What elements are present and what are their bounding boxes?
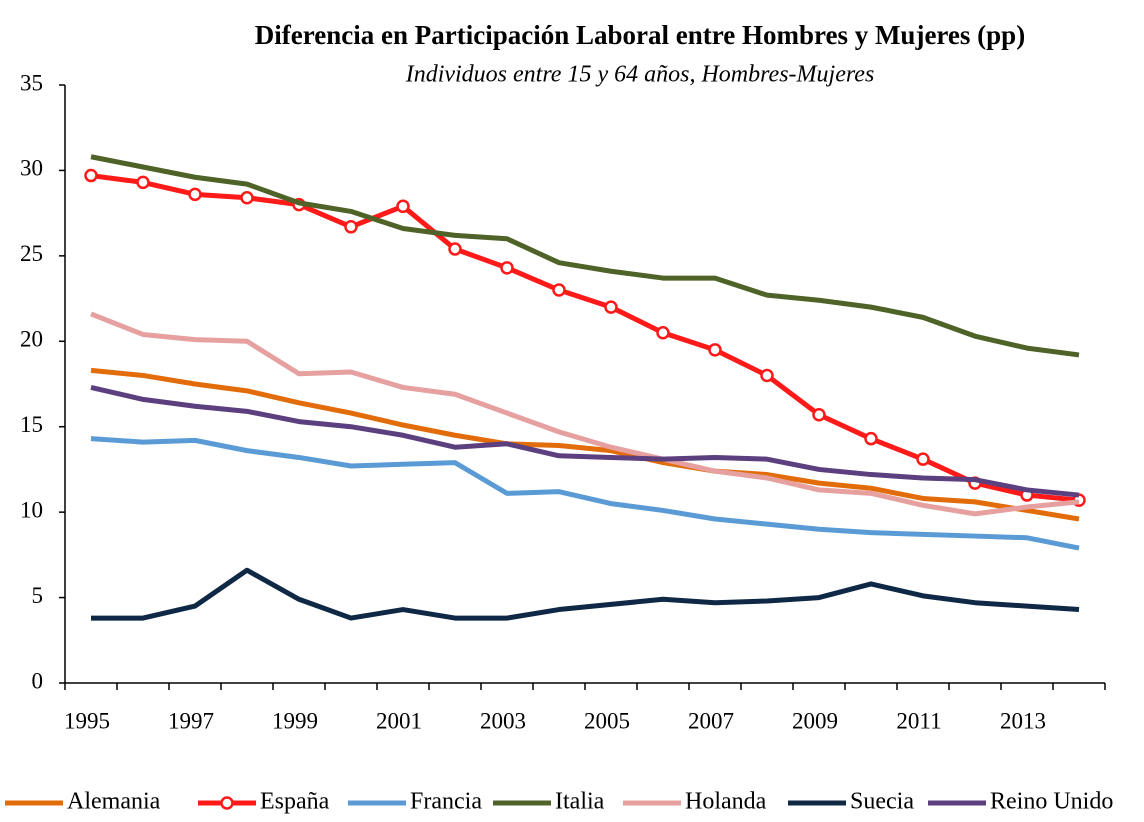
x-tick-label: 2009 [792,708,838,733]
x-tick-label: 2013 [1000,708,1046,733]
series-line [90,311,1080,517]
point-marker [656,325,670,340]
point-marker [604,300,618,314]
series-line [90,384,1080,498]
y-tick-label: 20 [20,327,43,352]
legend-label: España [260,789,330,815]
legend-label: Suecia [850,789,914,815]
y-tick-label: 35 [20,70,43,95]
x-tick-label: 1999 [272,708,318,733]
chart-title: Diferencia en Participación Laboral entr… [255,20,1025,50]
point-marker [136,175,150,190]
point-marker [760,368,774,383]
x-tick-label: 1997 [168,708,214,733]
y-tick-label: 25 [20,241,43,266]
point-marker [916,452,930,466]
x-tick-label: 1995 [64,708,110,733]
point-marker [552,283,566,297]
legend-label: Francia [410,789,482,815]
y-tick-label: 30 [20,156,43,181]
y-tick-label: 10 [20,497,43,522]
legend-label: Italia [555,789,605,815]
legend-label: Holanda [685,789,767,815]
series-line [90,154,1080,358]
x-tick-label: 2007 [688,708,734,733]
point-marker [448,242,462,256]
point-marker [344,220,358,234]
x-tick-label: 2003 [480,708,526,733]
point-marker [708,343,722,357]
y-tick-label: 0 [32,668,44,693]
series-line [90,436,1080,551]
series-line [90,367,1080,522]
point-marker [396,199,410,214]
point-marker [240,191,254,205]
series-line [90,173,1080,503]
chart-subtitle: Individuos entre 15 y 64 años, Hombres-M… [405,62,875,88]
x-tick-label: 2011 [896,708,941,733]
point-marker [84,168,98,183]
point-marker [864,431,878,446]
point-marker [812,408,826,422]
legend-label: Alemania [67,789,161,815]
point-marker [188,187,202,202]
x-tick-label: 2005 [584,708,630,733]
point-marker [500,261,514,275]
y-tick-label: 5 [32,583,44,608]
legend-label: Reino Unido [990,789,1113,815]
legend-marker [220,796,234,810]
x-tick-label: 2001 [376,708,422,733]
y-tick-label: 15 [20,412,43,437]
series-line [91,567,1080,621]
